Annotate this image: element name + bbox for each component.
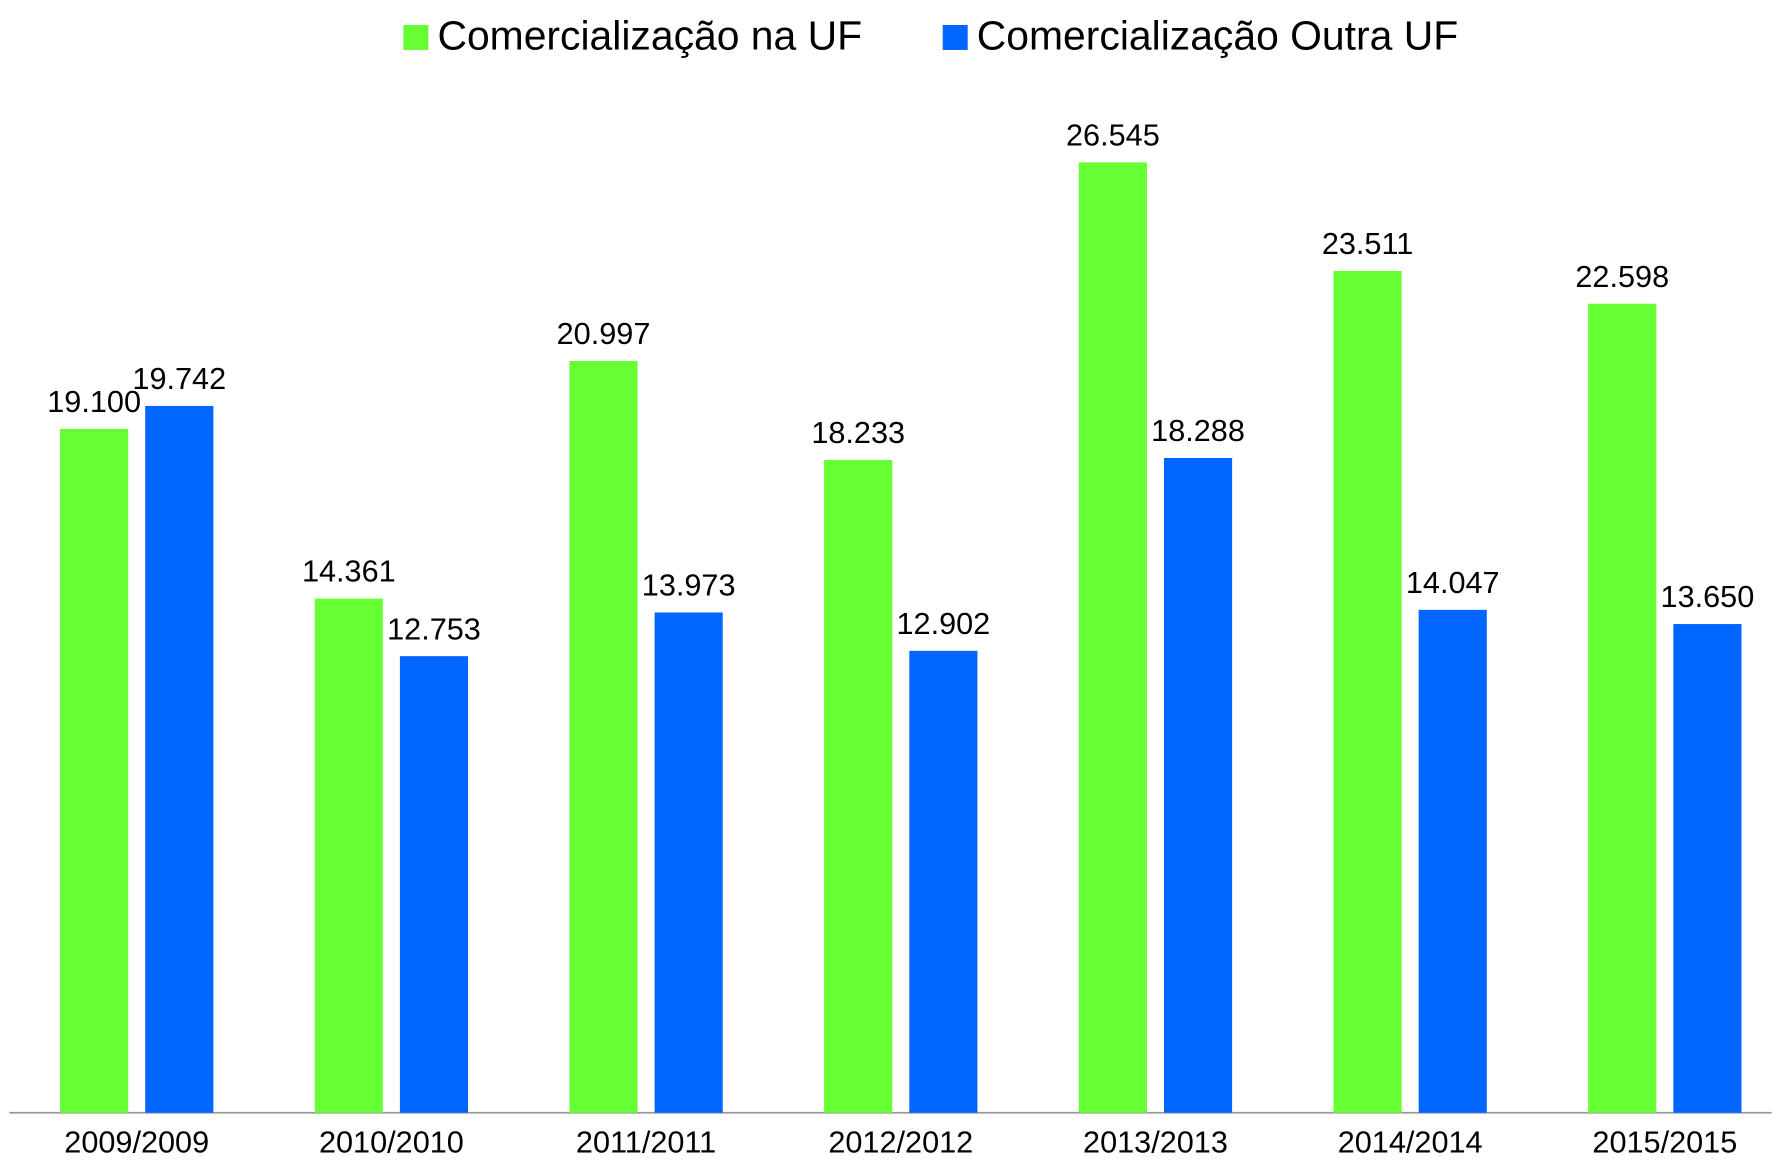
bar [1673, 624, 1742, 1113]
bar [1163, 457, 1233, 1113]
data-label: 12.753 [387, 612, 481, 646]
x-tick-label: 2011/2011 [576, 1126, 716, 1160]
bar [314, 598, 383, 1113]
data-label: 14.361 [302, 555, 396, 589]
legend-swatch [942, 24, 968, 50]
bar [60, 428, 129, 1113]
data-label: 14.047 [1406, 566, 1500, 600]
bar [909, 650, 978, 1113]
bar [569, 361, 638, 1113]
bar [145, 405, 214, 1113]
data-label: 18.288 [1151, 414, 1245, 448]
data-label: 19.100 [47, 385, 141, 419]
legend-swatch [403, 24, 429, 50]
data-label: 12.902 [896, 607, 990, 641]
x-tick-label: 2015/2015 [1592, 1126, 1737, 1160]
data-label: 19.742 [132, 362, 226, 396]
bar [399, 656, 469, 1113]
data-label: 23.511 [1322, 227, 1413, 261]
data-label: 13.973 [642, 569, 736, 603]
legend-label: Comercialização Outra UF [977, 12, 1458, 58]
x-tick-label: 2010/2010 [319, 1126, 464, 1160]
x-tick-label: 2014/2014 [1338, 1126, 1483, 1160]
data-label: 26.545 [1066, 118, 1160, 152]
legend-label: Comercialização na UF [437, 12, 862, 58]
bar [654, 612, 723, 1113]
data-label: 13.650 [1661, 580, 1755, 614]
data-label: 22.598 [1575, 260, 1669, 294]
bar [1078, 162, 1147, 1113]
x-tick-label: 2009/2009 [64, 1126, 209, 1160]
bar [1333, 271, 1402, 1113]
bar [1418, 609, 1487, 1113]
x-tick-label: 2013/2013 [1083, 1126, 1228, 1160]
bar [824, 459, 893, 1113]
x-tick-label: 2012/2012 [828, 1126, 973, 1160]
data-label: 18.233 [811, 416, 905, 450]
bar [1588, 303, 1657, 1113]
data-label: 20.997 [557, 317, 651, 351]
